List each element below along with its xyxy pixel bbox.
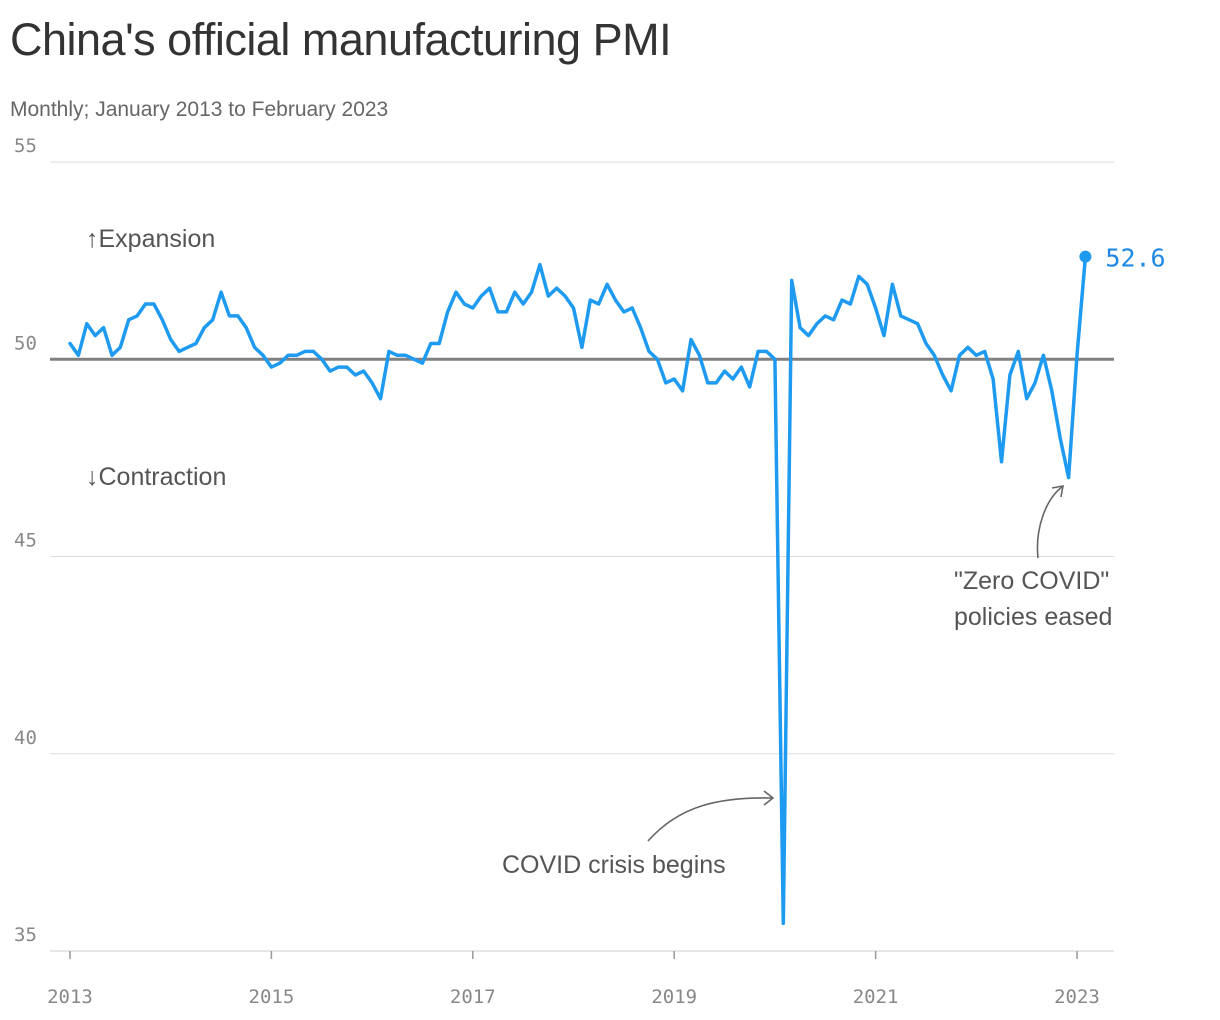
chart-title: China's official manufacturing PMI: [10, 14, 672, 65]
covid-annotation: COVID crisis begins: [502, 790, 775, 879]
zero-covid-label-line1: "Zero COVID": [954, 567, 1109, 595]
zero-covid-label-line2: policies eased: [954, 603, 1112, 631]
y-tick-label: 40: [14, 727, 37, 749]
chart-subtitle: Monthly; January 2013 to February 2023: [10, 98, 389, 121]
x-tick-label: 2021: [853, 986, 899, 1008]
y-tick-label: 55: [14, 135, 37, 157]
x-axis: 2013 2015 2017 2019 2021 2023: [47, 950, 1114, 1008]
covid-arrow: [647, 797, 773, 842]
x-tick-label: 2019: [651, 986, 697, 1008]
x-tick-label: 2023: [1054, 986, 1100, 1008]
zero-covid-arrowhead: [1051, 485, 1064, 498]
y-tick-label: 50: [14, 332, 37, 354]
latest-value-dot: [1079, 250, 1092, 263]
y-tick-label: 35: [14, 924, 37, 946]
x-tick-label: 2013: [47, 986, 93, 1008]
covid-arrowhead: [763, 790, 775, 806]
y-tick-labels: 35 40 45 50 55: [14, 135, 37, 946]
pmi-series-line: [68, 254, 1088, 926]
expansion-label: ↑Expansion: [86, 225, 215, 253]
zero-covid-annotation: "Zero COVID" policies eased: [954, 485, 1112, 631]
y-gridlines: [50, 161, 1114, 952]
zero-covid-arrow: [1036, 486, 1063, 559]
latest-value-label: 52.6: [1105, 244, 1165, 273]
y-tick-label: 45: [14, 530, 37, 552]
covid-label: COVID crisis begins: [502, 851, 726, 879]
x-tick-label: 2015: [249, 986, 295, 1008]
x-tick-label: 2017: [450, 986, 496, 1008]
contraction-label: ↓Contraction: [86, 463, 226, 491]
